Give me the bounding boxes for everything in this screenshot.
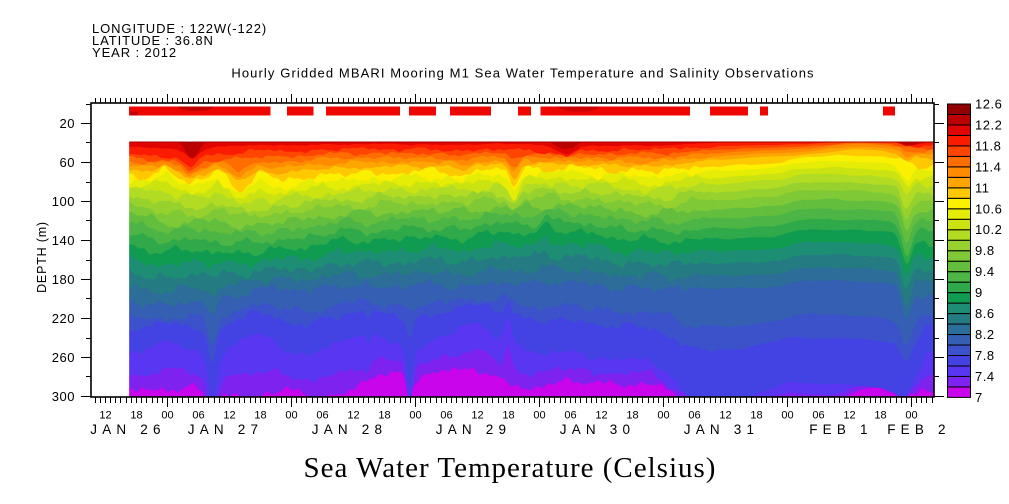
- svg-text:12: 12: [719, 410, 731, 422]
- svg-text:220: 220: [52, 311, 75, 326]
- svg-text:18: 18: [750, 410, 762, 422]
- svg-text:12.2: 12.2: [975, 118, 1002, 133]
- svg-text:12: 12: [347, 410, 359, 422]
- svg-text:00: 00: [533, 410, 545, 422]
- svg-text:7.8: 7.8: [975, 348, 995, 363]
- svg-text:JAN 31: JAN 31: [684, 422, 759, 437]
- svg-text:JAN 26: JAN 26: [90, 422, 165, 437]
- svg-text:06: 06: [192, 410, 204, 422]
- svg-text:18: 18: [130, 410, 142, 422]
- svg-text:JAN 29: JAN 29: [436, 422, 511, 437]
- svg-text:300: 300: [52, 389, 75, 404]
- svg-text:8.6: 8.6: [975, 306, 995, 321]
- svg-text:LATITUDE : 36.8N: LATITUDE : 36.8N: [92, 33, 214, 48]
- svg-text:60: 60: [60, 155, 75, 170]
- svg-text:9.8: 9.8: [975, 243, 995, 258]
- svg-text:18: 18: [502, 410, 514, 422]
- svg-text:06: 06: [316, 410, 328, 422]
- svg-text:FEB 2: FEB 2: [887, 422, 951, 437]
- svg-text:YEAR : 2012: YEAR : 2012: [92, 45, 177, 60]
- svg-text:06: 06: [688, 410, 700, 422]
- svg-text:12: 12: [99, 410, 111, 422]
- svg-text:00: 00: [161, 410, 173, 422]
- svg-text:18: 18: [254, 410, 266, 422]
- svg-text:18: 18: [626, 410, 638, 422]
- svg-text:Hourly Gridded MBARI Mooring M: Hourly Gridded MBARI Mooring M1 Sea Wate…: [231, 66, 814, 81]
- svg-text:12: 12: [223, 410, 235, 422]
- svg-text:7: 7: [975, 390, 983, 405]
- svg-text:11: 11: [975, 180, 990, 195]
- svg-text:12: 12: [595, 410, 607, 422]
- svg-text:Sea Water Temperature (Celsius: Sea Water Temperature (Celsius): [304, 452, 717, 484]
- svg-text:DEPTH (m): DEPTH (m): [35, 221, 49, 293]
- svg-text:JAN 28: JAN 28: [312, 422, 387, 437]
- svg-text:06: 06: [812, 410, 824, 422]
- svg-text:06: 06: [440, 410, 452, 422]
- svg-text:00: 00: [657, 410, 669, 422]
- svg-text:260: 260: [52, 350, 75, 365]
- svg-text:00: 00: [781, 410, 793, 422]
- svg-text:18: 18: [378, 410, 390, 422]
- svg-text:7.4: 7.4: [975, 369, 995, 384]
- svg-text:12: 12: [471, 410, 483, 422]
- svg-text:00: 00: [409, 410, 421, 422]
- svg-text:20: 20: [60, 116, 75, 131]
- svg-text:00: 00: [285, 410, 297, 422]
- svg-text:06: 06: [564, 410, 576, 422]
- svg-text:LONGITUDE : 122W(-122): LONGITUDE : 122W(-122): [92, 21, 267, 36]
- svg-text:12.6: 12.6: [975, 97, 1002, 112]
- svg-text:00: 00: [905, 410, 917, 422]
- svg-text:11.4: 11.4: [975, 159, 1001, 174]
- svg-text:8.2: 8.2: [975, 327, 995, 342]
- svg-text:18: 18: [874, 410, 886, 422]
- svg-text:JAN 27: JAN 27: [188, 422, 263, 437]
- svg-text:9: 9: [975, 285, 983, 300]
- svg-text:100: 100: [52, 194, 75, 209]
- svg-text:140: 140: [52, 233, 75, 248]
- svg-text:10.2: 10.2: [975, 222, 1002, 237]
- svg-text:JAN 30: JAN 30: [560, 422, 635, 437]
- svg-text:9.4: 9.4: [975, 264, 995, 279]
- svg-text:180: 180: [52, 272, 75, 287]
- svg-text:11.8: 11.8: [975, 138, 1001, 153]
- svg-text:FEB 1: FEB 1: [809, 422, 873, 437]
- svg-text:10.6: 10.6: [975, 201, 1002, 216]
- svg-text:12: 12: [843, 410, 855, 422]
